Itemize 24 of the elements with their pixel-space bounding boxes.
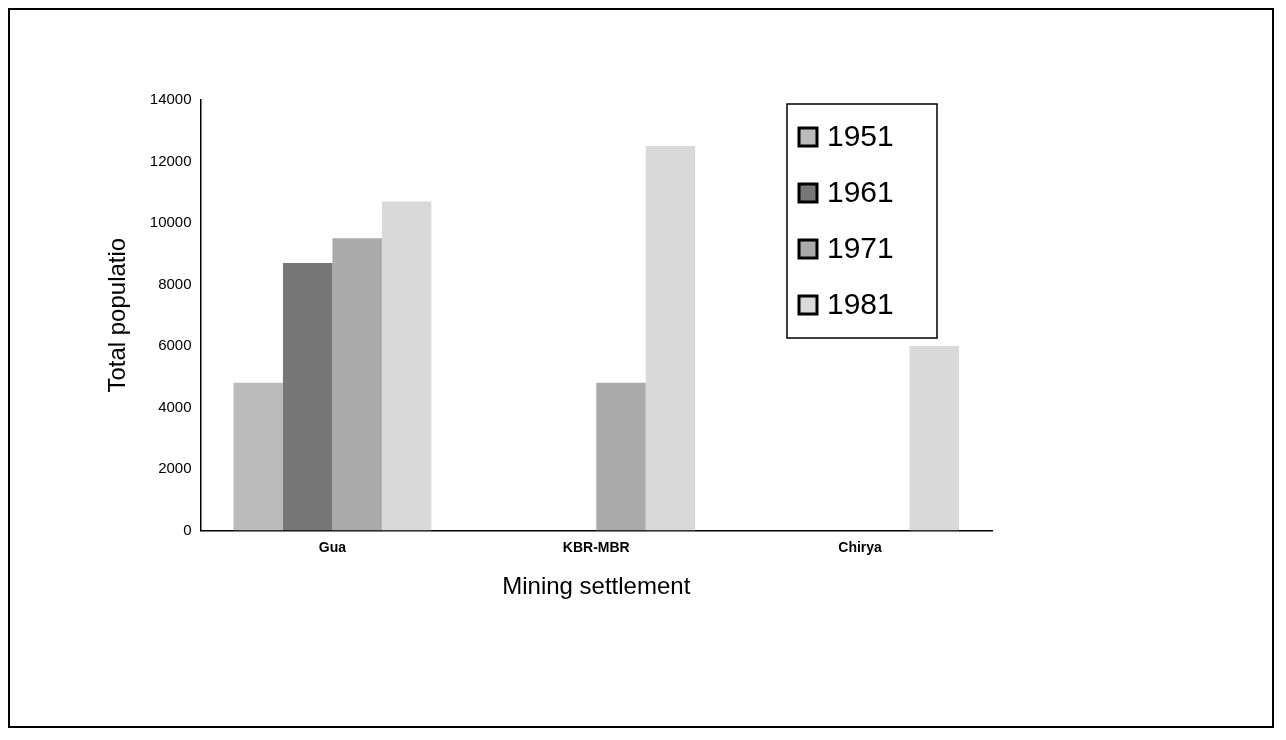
y-tick-label: 14000 bbox=[149, 90, 192, 108]
x-tick-label: Gua bbox=[318, 538, 347, 555]
y-tick-label: 6000 bbox=[158, 336, 192, 354]
bar bbox=[282, 262, 333, 531]
y-tick-label: 10000 bbox=[149, 213, 192, 231]
x-tick-label: KBR-MBR bbox=[562, 538, 630, 555]
legend-label: 1951 bbox=[827, 119, 894, 153]
x-axis-title: Mining settlement bbox=[502, 572, 691, 600]
bar bbox=[332, 238, 382, 531]
y-tick-label: 12000 bbox=[149, 151, 192, 169]
legend-label: 1971 bbox=[827, 231, 894, 265]
y-axis-title: Total populatio bbox=[103, 237, 131, 393]
bar bbox=[645, 146, 696, 531]
y-tick-label: 8000 bbox=[158, 274, 192, 292]
bar bbox=[909, 345, 960, 531]
y-tick-label: 4000 bbox=[158, 397, 192, 415]
bar bbox=[233, 382, 283, 531]
bar bbox=[596, 382, 646, 531]
legend-label: 1981 bbox=[827, 287, 894, 321]
y-tick-label: 2000 bbox=[158, 459, 192, 477]
legend-label: 1961 bbox=[827, 175, 894, 209]
bar bbox=[381, 201, 432, 531]
x-tick-label: Chirya bbox=[838, 538, 883, 555]
y-tick-label: 0 bbox=[183, 520, 192, 538]
